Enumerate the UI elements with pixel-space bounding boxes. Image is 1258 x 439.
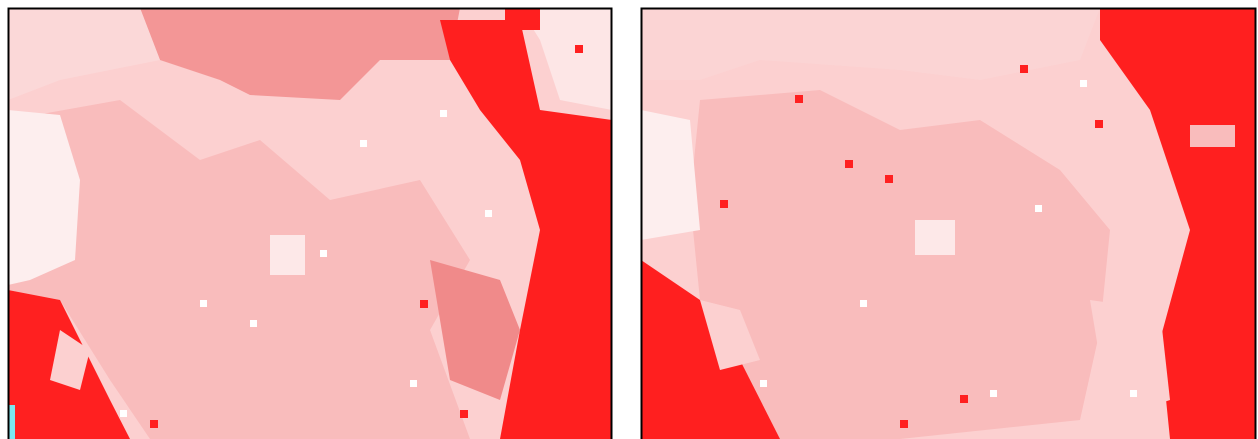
raster-cell [360,140,367,147]
raster-cell [845,160,853,168]
raster-cell [1130,390,1137,397]
raster-cell [120,410,127,417]
raster-panel-left [8,8,612,439]
page: (() => { const data = JSON.parse(documen… [0,0,1258,439]
map-view [0,0,1258,439]
raster-region [270,235,305,275]
raster-cell [860,300,867,307]
raster-cell [1035,205,1042,212]
raster-cell [440,110,447,117]
raster-region [505,8,540,30]
raster-cell [150,420,158,428]
raster-cell [460,410,468,418]
raster-cell [795,95,803,103]
raster-cell [1080,80,1087,87]
raster-cell [420,300,428,308]
raster-cell [1095,120,1103,128]
raster-region [1190,125,1235,147]
raster-cell [485,210,492,217]
raster-cell [720,200,728,208]
raster-cell [250,320,257,327]
raster-cell [410,380,417,387]
raster-cell [200,300,207,307]
raster-cell [990,390,997,397]
raster-cell [575,45,583,53]
raster-region [915,220,955,255]
raster-panel-right [641,8,1256,439]
raster-cell [1020,65,1028,73]
raster-cell [885,175,893,183]
raster-cell [320,250,327,257]
raster-cell [760,380,767,387]
raster-cell [960,395,968,403]
raster-cell [900,420,908,428]
